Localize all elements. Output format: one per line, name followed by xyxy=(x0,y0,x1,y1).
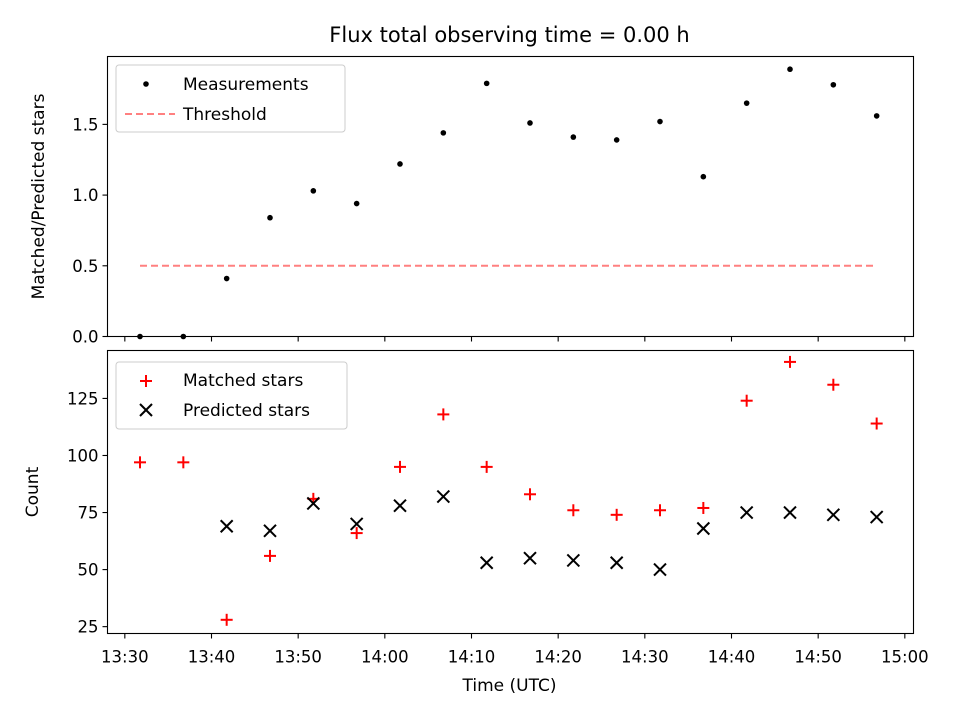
predicted-star-point xyxy=(566,553,581,568)
ratio-legend-box xyxy=(115,64,346,133)
measurement-point xyxy=(787,66,793,73)
matched-star-point xyxy=(827,378,840,391)
legend-matched-marker xyxy=(140,375,152,387)
predicted-star-point xyxy=(826,508,841,522)
matched-star-point xyxy=(610,508,623,521)
measurement-point xyxy=(700,173,707,180)
matched-star-point xyxy=(524,488,536,501)
legend-threshold-label: Threshold xyxy=(182,105,267,125)
measurement-point xyxy=(873,113,880,119)
count-y-tick-label: 25 xyxy=(78,618,99,637)
measurement-point xyxy=(613,137,620,143)
predicted-star-point xyxy=(653,562,667,577)
x-tick-label: 15:00 xyxy=(881,648,929,667)
matched-star-point xyxy=(740,394,753,407)
ratio-y-tick-label: 0.5 xyxy=(72,257,98,276)
x-tick-label: 13:40 xyxy=(188,648,236,667)
count-y-tick-label: 125 xyxy=(67,389,99,408)
x-tick-label: 14:50 xyxy=(794,648,842,667)
ratio-y-tick-label: 0.0 xyxy=(72,328,98,347)
measurement-point xyxy=(440,130,447,136)
legend-measurements-label: Measurements xyxy=(183,75,309,95)
measurement-point xyxy=(353,200,360,207)
x-tick-label: 14:30 xyxy=(621,648,669,667)
count-legend: Matched stars Predicted stars xyxy=(115,361,348,430)
ratio-plot: 0.0 0.5 1.0 1.5 Matched/Predicted stars Mea… xyxy=(29,55,915,347)
chart-title: Flux total observing time = 0.00 h xyxy=(329,23,689,47)
matched-star-point xyxy=(437,408,450,421)
matched-star-point xyxy=(220,613,233,626)
predicted-star-point xyxy=(609,556,624,570)
predicted-star-point xyxy=(479,556,494,570)
x-tick-label: 14:10 xyxy=(448,648,496,667)
legend-measurements-marker xyxy=(143,81,149,87)
matched-star-point xyxy=(480,460,493,473)
predicted-star-point xyxy=(783,505,797,520)
matched-star-point xyxy=(654,504,666,517)
legend-matched-label: Matched stars xyxy=(183,371,303,391)
predicted-star-point xyxy=(393,498,407,513)
count-plot: 25 50 75 100 125 13:30 13:40 13:50 14:00 14:10 14… xyxy=(23,349,929,696)
measurement-point xyxy=(397,161,403,167)
count-y-tick-label: 50 xyxy=(78,561,99,580)
measurement-point xyxy=(223,275,230,282)
measurement-point xyxy=(267,214,273,221)
matched-star-point xyxy=(870,417,883,430)
matched-star-point xyxy=(177,456,190,469)
predicted-star-point xyxy=(436,489,451,504)
predicted-star-point xyxy=(869,510,884,524)
x-tick-label: 14:00 xyxy=(361,648,409,667)
measurement-point xyxy=(743,100,750,106)
matched-star-point xyxy=(350,527,363,540)
measurement-point xyxy=(570,134,577,140)
matched-star-point xyxy=(567,504,580,517)
x-tick-label: 14:20 xyxy=(534,648,582,667)
measurement-point xyxy=(830,81,837,88)
predicted-star-point xyxy=(219,519,234,533)
ratio-plot-frame xyxy=(106,55,915,338)
measurement-point xyxy=(527,120,533,126)
matched-star-point xyxy=(264,549,276,562)
predicted-star-point xyxy=(523,551,537,565)
legend-predicted-marker xyxy=(139,403,153,417)
legend-predicted-label: Predicted stars xyxy=(183,401,310,421)
measurement-point xyxy=(657,118,663,125)
predicted-star-point xyxy=(739,505,754,520)
matched-star-point xyxy=(134,456,146,469)
matched-star-point xyxy=(394,460,406,473)
matched-star-point xyxy=(697,501,710,514)
predicted-star-point xyxy=(349,517,364,531)
predicted-star-point xyxy=(696,521,711,536)
measurement-point xyxy=(483,80,490,87)
ratio-y-axis-label: Matched/Predicted stars xyxy=(29,93,49,299)
measurement-point xyxy=(310,188,317,194)
ratio-y-tick-label: 1.5 xyxy=(72,115,98,134)
ratio-legend: Measurements Threshold xyxy=(115,64,346,133)
predicted-star-point xyxy=(306,496,321,511)
x-tick-label: 13:30 xyxy=(101,648,149,667)
ratio-y-tick-label: 1.0 xyxy=(72,186,98,205)
count-y-tick-label: 100 xyxy=(67,446,99,465)
x-tick-label: 13:50 xyxy=(274,648,322,667)
x-axis-label: Time (UTC) xyxy=(462,676,557,696)
x-tick-label: 14:40 xyxy=(708,648,756,667)
count-legend-box xyxy=(115,361,348,430)
predicted-star-point xyxy=(263,524,277,538)
count-plot-frame xyxy=(106,349,915,635)
count-y-tick-label: 75 xyxy=(78,504,99,523)
count-y-axis-label: Count xyxy=(23,466,43,517)
matched-star-point xyxy=(784,355,796,368)
